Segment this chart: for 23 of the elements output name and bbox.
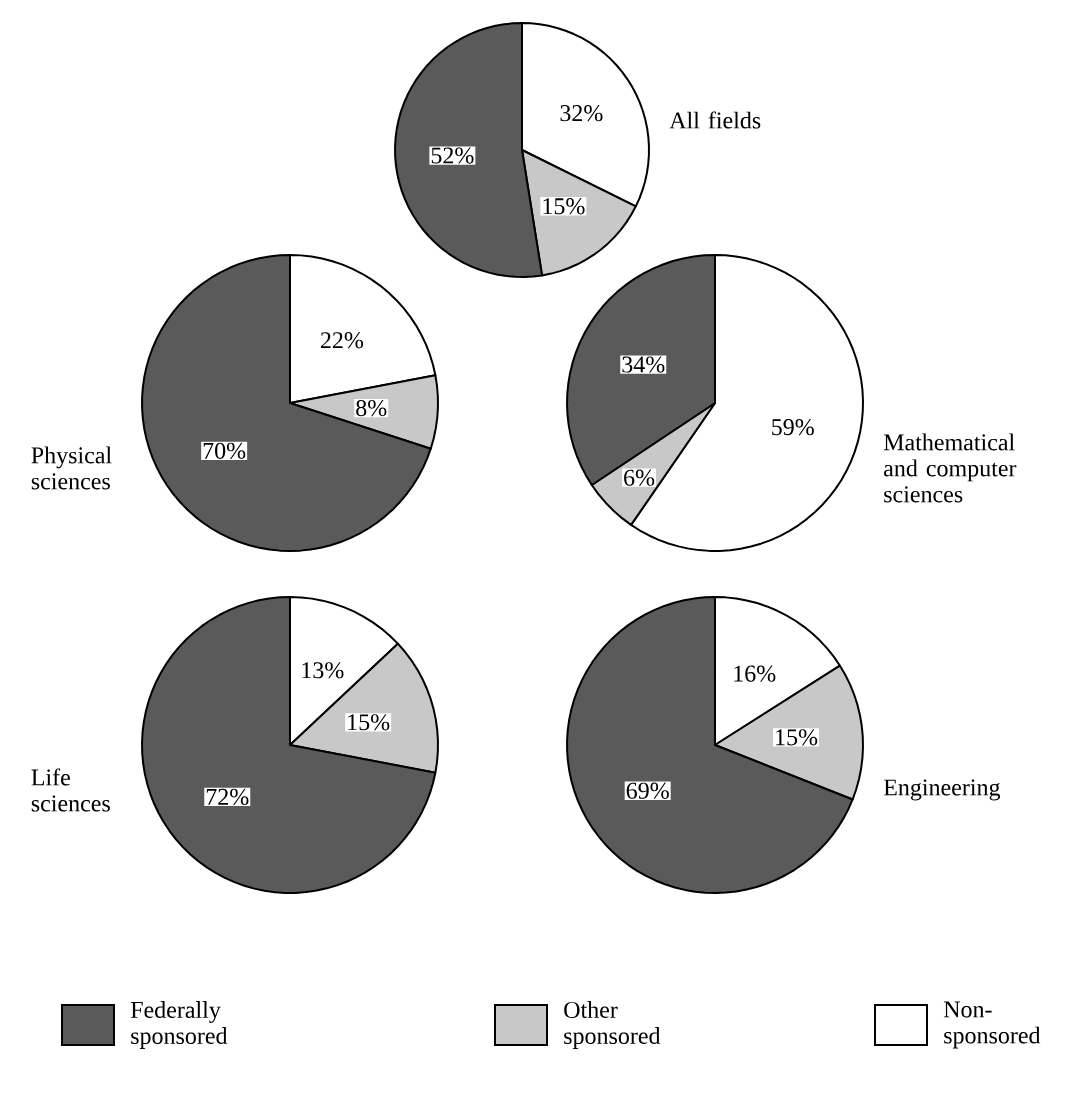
data-label: 70% [203,442,246,459]
text: Mathematical and computer sciences [883,433,1017,503]
legend-label: Non-sponsored [943,1001,1041,1049]
text: Engineering [883,779,1000,801]
data-label: 59% [772,419,814,436]
data-label: 52% [431,147,474,164]
data-label: 15% [348,714,390,731]
data-label: 6% [624,469,655,486]
data-label: 15% [776,729,818,746]
text: Physical sciences [31,446,112,490]
legend-label: Federally sponsored [130,1001,228,1049]
data-label: 69% [626,782,669,799]
text: Life sciences [31,768,110,812]
data-label: 22% [320,332,363,349]
data-label: 13% [302,662,344,679]
text: All fields [669,111,761,129]
data-label: 32% [560,105,603,122]
data-label: 16% [734,665,776,682]
data-label: 72% [206,788,249,806]
data-label: 8% [356,399,387,417]
data-label: 34% [622,356,665,373]
legend-label: Other sponsored [564,1001,661,1049]
data-label: 15% [543,198,585,215]
